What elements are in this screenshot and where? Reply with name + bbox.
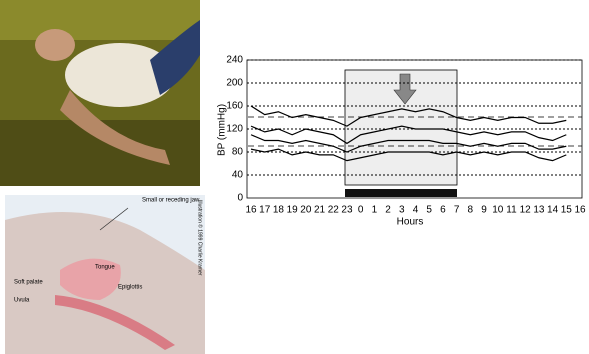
figure: Small or receding jaw Tongue Soft palate… xyxy=(0,0,589,354)
illustration: Small or receding jaw Tongue Soft palate… xyxy=(5,195,205,354)
y-tick-label: 200 xyxy=(226,78,243,89)
x-tick-label: 18 xyxy=(273,205,285,216)
x-tick-label: 23 xyxy=(341,205,353,216)
illustration-label: Small or receding jaw xyxy=(142,198,200,204)
x-tick-label: 10 xyxy=(492,205,504,216)
x-tick-label: 11 xyxy=(506,205,517,216)
x-tick-label: 20 xyxy=(300,205,312,216)
x-tick-label: 21 xyxy=(314,205,326,216)
x-tick-label: 4 xyxy=(413,205,419,216)
x-tick-label: 2 xyxy=(385,205,391,216)
x-tick-label: 12 xyxy=(520,205,532,216)
sleep-bar xyxy=(345,189,457,197)
illustration-credit: Illustration © 1999 Charlie Kramer xyxy=(197,200,204,276)
illustration-label: Epiglottis xyxy=(118,285,142,291)
x-tick-label: 7 xyxy=(454,205,460,216)
y-tick-label: 120 xyxy=(226,124,243,135)
x-tick-label: 17 xyxy=(259,205,271,216)
x-tick-label: 1 xyxy=(372,205,378,216)
x-tick-label: 22 xyxy=(328,205,340,216)
x-tick-label: 0 xyxy=(358,205,364,216)
x-tick-label: 16 xyxy=(574,205,586,216)
y-tick-label: 160 xyxy=(226,101,243,112)
y-tick-label: 240 xyxy=(226,55,243,66)
x-tick-label: 19 xyxy=(287,205,299,216)
x-tick-label: 16 xyxy=(245,205,257,216)
x-tick-label: 5 xyxy=(426,205,432,216)
x-tick-label: 6 xyxy=(440,205,446,216)
illustration-label: Uvula xyxy=(14,298,30,304)
y-tick-label: 0 xyxy=(237,193,243,204)
photo xyxy=(0,0,200,186)
x-tick-label: 9 xyxy=(481,205,487,216)
x-tick-label: 15 xyxy=(561,205,573,216)
x-tick-label: 13 xyxy=(533,205,545,216)
y-tick-label: 40 xyxy=(232,170,244,181)
x-tick-label: 14 xyxy=(547,205,559,216)
y-tick-label: 80 xyxy=(232,147,244,158)
illustration-label: Soft palate xyxy=(14,280,43,286)
page: Small or receding jaw Tongue Soft palate… xyxy=(0,0,589,354)
x-tick-label: 8 xyxy=(468,205,474,216)
x-tick-label: 3 xyxy=(399,205,405,216)
x-axis-label: Hours xyxy=(397,217,424,228)
illustration-label: Tongue xyxy=(95,265,115,271)
